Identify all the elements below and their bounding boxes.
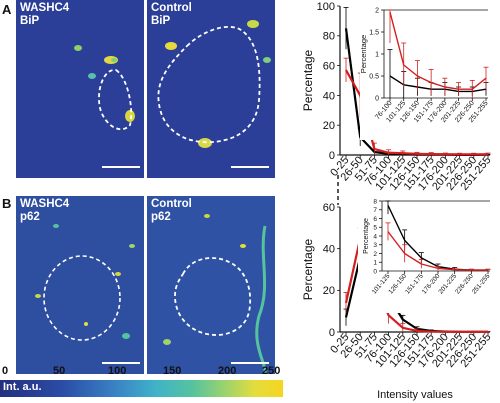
y-tick-label: 80	[323, 31, 335, 43]
scale-bar	[231, 166, 269, 168]
micrograph-texture	[35, 224, 135, 341]
y-tick-label: 0	[329, 150, 335, 162]
micrograph-texture	[157, 20, 271, 148]
y-tick-label: 7	[373, 207, 377, 214]
micrograph-a-control: Control BiP	[147, 0, 275, 178]
micrograph-a-washc4: WASHC4 BiP	[16, 0, 144, 178]
micrograph-label: WASHC4 BiP	[20, 2, 70, 27]
micrograph-b-control: Control p62	[147, 196, 275, 374]
y-tick-label: 4	[373, 233, 377, 240]
y-tick-label: 2	[373, 251, 377, 258]
y-tick-label: 20	[323, 120, 335, 132]
y-tick-label: 1	[375, 51, 379, 58]
y-tick-label: 0.5	[369, 73, 379, 80]
colorbar-tick: 50	[53, 365, 66, 377]
y-tick-label: 20	[323, 285, 335, 297]
colorbar-label: Int. a.u.	[3, 381, 42, 393]
micrograph-label: Control BiP	[151, 2, 192, 27]
colorbar-tick: 250	[262, 365, 281, 377]
inset-background	[358, 195, 492, 313]
y-tick-label: 3	[373, 242, 377, 249]
y-tick-label: 1.5	[369, 29, 379, 36]
y-axis-label: Percentage	[359, 35, 368, 73]
panel-letter-b: B	[2, 196, 12, 211]
y-tick-label: 40	[323, 90, 335, 102]
x-axis-label: Intensity values	[377, 389, 453, 401]
micrograph-label: WASHC4 p62	[20, 198, 70, 223]
micrograph-b-washc4: WASHC4 p62	[16, 196, 144, 374]
scale-bar	[102, 362, 140, 364]
colorbar-tick: 0	[2, 365, 9, 377]
y-tick-label: 8	[373, 198, 377, 205]
y-tick-label: 60	[323, 60, 335, 72]
y-tick-label: 0	[375, 95, 379, 102]
inset-background	[360, 4, 490, 140]
y-tick-label: 60	[323, 202, 335, 214]
y-axis-label: Percentage	[363, 218, 370, 254]
y-tick-label: 6	[373, 216, 377, 223]
series-line	[389, 75, 487, 93]
colorbar-tick: 100	[108, 365, 127, 377]
scale-bar	[102, 166, 140, 168]
series-line	[389, 12, 487, 90]
series-line	[387, 231, 488, 271]
scale-bar	[231, 362, 269, 364]
micrograph-texture	[74, 45, 135, 131]
colorbar-tick: 200	[218, 365, 237, 377]
y-axis-label: Percentage	[301, 238, 315, 300]
panel-letter-a: A	[2, 2, 12, 17]
y-tick-label: 2	[375, 7, 379, 14]
colorbar	[0, 380, 283, 397]
micrograph-label: Control p62	[151, 198, 192, 223]
y-tick-label: 100	[317, 1, 335, 13]
y-tick-label: 0	[373, 268, 377, 275]
colorbar-tick: 150	[163, 365, 182, 377]
y-tick-label: 5	[373, 225, 377, 232]
y-tick-label: 1	[373, 260, 377, 267]
y-tick-label: 0	[329, 327, 335, 339]
y-tick-label: 40	[323, 244, 335, 256]
y-axis-label: Percentage	[301, 49, 315, 111]
